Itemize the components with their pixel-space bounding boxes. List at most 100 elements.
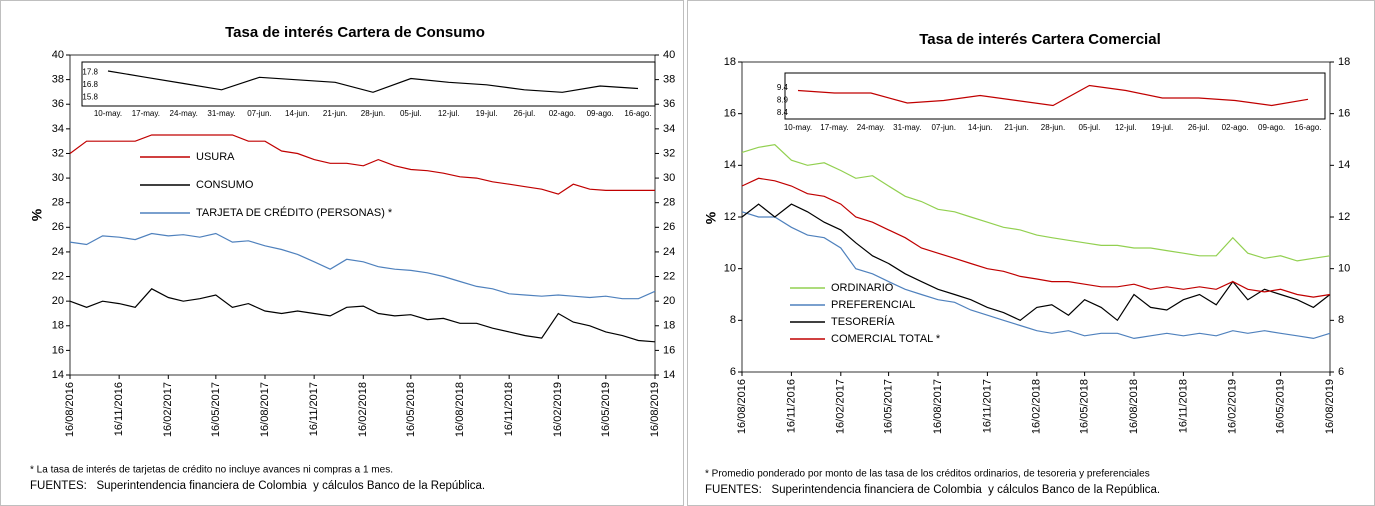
y-tick-label: 36: [52, 98, 64, 110]
x-tick-label: 16/11/2016: [113, 382, 125, 436]
y-tick-label: 8: [730, 314, 736, 326]
x-tick-label: 28-jun.: [1041, 123, 1065, 132]
legend-label: COMERCIAL TOTAL *: [831, 333, 941, 345]
y2-tick-label: 18: [1338, 56, 1350, 68]
y2-tick-label: 6: [1338, 366, 1344, 378]
x-tick-label: 31-may.: [893, 123, 921, 132]
y-tick-label: 12: [724, 211, 736, 223]
x-tick-label: 10-may.: [784, 123, 812, 132]
x-tick-label: 24-may.: [170, 109, 198, 118]
y-tick-label: 20: [52, 295, 64, 307]
legend-label: CONSUMO: [196, 179, 254, 191]
x-tick-label: 17-may.: [820, 123, 848, 132]
legend-label: USURA: [196, 151, 235, 163]
y-tick-label: 15.8: [82, 92, 98, 101]
x-tick-label: 16/02/2019: [552, 382, 564, 437]
y-tick-label: 38: [52, 74, 64, 86]
x-tick-label: 16/11/2018: [503, 382, 515, 436]
y-axis-label: %: [703, 211, 719, 224]
y2-tick-label: 38: [663, 74, 675, 86]
x-tick-label: 10-may.: [94, 109, 122, 118]
x-tick-label: 16/05/2017: [883, 379, 895, 434]
x-tick-label: 16/08/2019: [649, 382, 661, 437]
x-tick-label: 16/02/2017: [162, 382, 174, 437]
y-tick-label: 24: [52, 246, 64, 258]
source: FUENTES: Superintendencia financiera de …: [30, 480, 485, 492]
y2-tick-label: 16: [1338, 108, 1350, 120]
x-tick-label: 31-may.: [207, 109, 235, 118]
x-tick-label: 16/05/2017: [210, 382, 222, 437]
y-tick-label: 32: [52, 147, 64, 159]
x-tick-label: 09-ago.: [1258, 123, 1285, 132]
y-tick-label: 28: [52, 197, 64, 209]
y2-tick-label: 20: [663, 295, 675, 307]
y-tick-label: 16: [52, 344, 64, 356]
x-tick-label: 07-jun.: [247, 109, 271, 118]
x-tick-label: 16/11/2017: [981, 379, 993, 433]
legend-label: TESORERÍA: [831, 315, 895, 328]
x-tick-label: 16/08/2017: [259, 382, 271, 437]
y-axis-label: %: [29, 208, 45, 221]
series-line: [797, 84, 1309, 107]
x-tick-label: 07-jun.: [931, 123, 955, 132]
x-tick-label: 16-ago.: [1294, 123, 1321, 132]
y-tick-label: 8.4: [777, 108, 789, 117]
x-tick-label: 28-jun.: [361, 109, 385, 118]
series-line: [741, 211, 1331, 340]
inset-frame: [784, 72, 1326, 120]
y2-tick-label: 28: [663, 197, 675, 209]
x-tick-label: 16/05/2019: [600, 382, 612, 437]
y2-tick-label: 24: [663, 246, 675, 258]
y2-tick-label: 10: [1338, 263, 1350, 275]
y-tick-label: 34: [52, 123, 64, 135]
x-tick-label: 16/02/2019: [1227, 379, 1239, 434]
series-line: [741, 144, 1331, 262]
series-line: [107, 70, 639, 93]
x-tick-label: 17-may.: [132, 109, 160, 118]
y2-tick-label: 30: [663, 172, 675, 184]
x-tick-label: 05-jul.: [400, 109, 422, 118]
x-tick-label: 16/02/2018: [1031, 379, 1043, 434]
x-tick-label: 19-jul.: [1151, 123, 1173, 132]
y-tick-label: 26: [52, 221, 64, 233]
series-line: [69, 134, 655, 195]
legend-label: TARJETA DE CRÉDITO (PERSONAS) *: [196, 206, 393, 219]
y-tick-label: 22: [52, 270, 64, 282]
y-tick-label: 17.8: [82, 67, 98, 76]
x-tick-label: 16/08/2016: [736, 379, 748, 434]
y-tick-label: 6: [730, 366, 736, 378]
source: FUENTES: Superintendencia financiera de …: [705, 484, 1160, 496]
y2-tick-label: 32: [663, 147, 675, 159]
y-tick-label: 14: [52, 369, 64, 381]
x-tick-label: 16/08/2017: [932, 379, 944, 434]
x-tick-label: 12-jul.: [1115, 123, 1137, 132]
chart-title: Tasa de interés Cartera Comercial: [919, 31, 1161, 48]
x-tick-label: 16/05/2019: [1275, 379, 1287, 434]
y2-tick-label: 26: [663, 221, 675, 233]
x-tick-label: 24-may.: [857, 123, 885, 132]
x-tick-label: 14-jun.: [285, 109, 309, 118]
y-tick-label: 8.9: [777, 96, 789, 105]
inset-frame: [81, 61, 656, 107]
y-tick-label: 18: [52, 320, 64, 332]
footnote: * La tasa de interés de tarjetas de créd…: [30, 465, 393, 476]
x-tick-label: 19-jul.: [476, 109, 498, 118]
x-tick-label: 12-jul.: [438, 109, 460, 118]
x-tick-label: 21-jun.: [1004, 123, 1028, 132]
x-tick-label: 21-jun.: [323, 109, 347, 118]
x-tick-label: 16/08/2018: [454, 382, 466, 437]
x-tick-label: 05-jul.: [1079, 123, 1101, 132]
x-tick-label: 16-ago.: [624, 109, 651, 118]
legend-label: PREFERENCIAL: [831, 299, 915, 311]
x-tick-label: 16/08/2018: [1128, 379, 1140, 434]
y-tick-label: 10: [724, 263, 736, 275]
x-tick-label: 09-ago.: [587, 109, 614, 118]
y2-tick-label: 36: [663, 98, 675, 110]
footnote: * Promedio ponderado por monto de las ta…: [705, 469, 1150, 480]
plot-frame: [69, 54, 656, 376]
x-tick-label: 16/02/2018: [357, 382, 369, 437]
y2-tick-label: 22: [663, 270, 675, 282]
y-tick-label: 16: [724, 108, 736, 120]
y-tick-label: 40: [52, 49, 64, 61]
y2-tick-label: 8: [1338, 314, 1344, 326]
